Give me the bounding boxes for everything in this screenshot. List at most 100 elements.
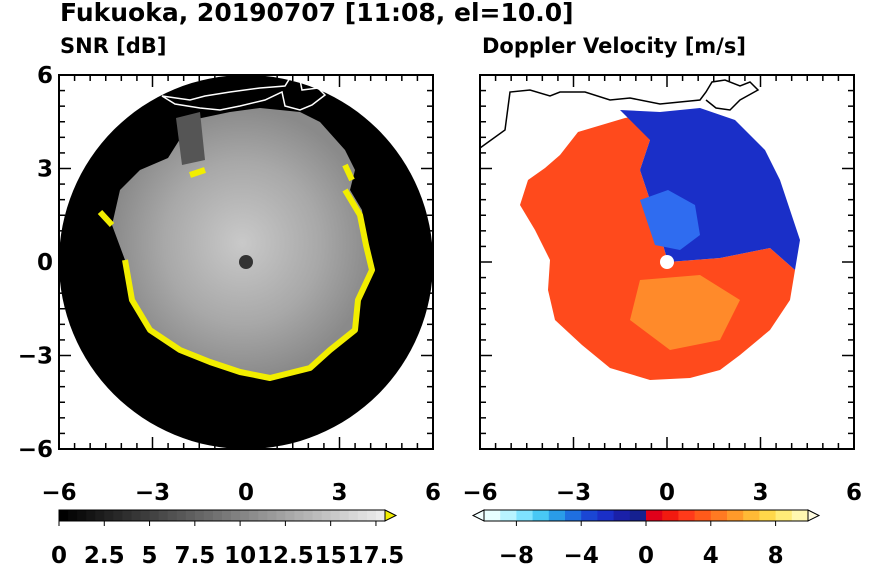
velocity-colorbar-bin (694, 510, 712, 521)
snr-x-tick-label: 6 (425, 480, 441, 506)
velocity-colorbar-bin (516, 510, 534, 521)
snr-colorbar-label: 17.5 (348, 543, 405, 569)
snr-dark-streak (176, 112, 205, 165)
snr-radar-site (239, 255, 253, 269)
velocity-x-tick-label: −6 (462, 480, 497, 506)
velocity-outbound-core (630, 275, 740, 350)
snr-colorbar-bin (312, 510, 323, 521)
snr-colorbar-label: 10 (224, 543, 256, 569)
snr-colorbar-bin (77, 510, 87, 521)
velocity-panel: −6 −3 0 3 6 (462, 74, 862, 506)
snr-colorbar-bin (176, 510, 187, 521)
snr-y-tick-label: −6 (18, 437, 53, 463)
velocity-colorbar-bin (500, 510, 517, 521)
velocity-panel-title: Doppler Velocity [m/s] (482, 34, 746, 58)
snr-y-tick-label: −3 (18, 344, 53, 370)
velocity-colorbar-bin (565, 510, 582, 521)
snr-x-tick-label: −6 (41, 480, 76, 506)
snr-echo-region (112, 108, 372, 378)
velocity-colorbar-bin (710, 510, 728, 521)
snr-colorbar-bin (231, 510, 241, 521)
snr-colorbar-bin (330, 510, 341, 521)
snr-colorbar-bin (131, 510, 141, 521)
velocity-colorbar-bin (548, 510, 566, 521)
snr-colorbar-bin (185, 510, 196, 521)
snr-colorbar: 0 2.5 5 7.5 10 12.5 15 17.5 (51, 509, 405, 569)
snr-colorbar-bin (285, 510, 295, 521)
velocity-inbound-core (640, 190, 700, 250)
snr-colorbar-bin (294, 510, 304, 521)
velocity-x-tick-label: 6 (846, 480, 862, 506)
snr-colorbar-bin (167, 510, 178, 521)
snr-colorbar-bin (321, 510, 332, 521)
snr-colorbar-bin (357, 510, 368, 521)
velocity-colorbar-extend-min (471, 509, 485, 522)
snr-high-edge (122, 188, 375, 381)
velocity-colorbar-bin (581, 510, 598, 521)
snr-colorbar-bin (339, 510, 350, 521)
velocity-x-tick-label: −3 (556, 480, 591, 506)
velocity-colorbar-bin (759, 510, 777, 521)
velocity-colorbar-label: 4 (703, 543, 719, 569)
velocity-colorbar-bin (532, 510, 550, 521)
snr-colorbar-label: 15 (315, 543, 347, 569)
velocity-colorbar-bin (727, 510, 744, 521)
velocity-colorbar-label: 0 (638, 543, 654, 569)
snr-colorbar-bin (158, 510, 169, 521)
snr-colorbar-bin (95, 510, 105, 521)
snr-colorbar-bin (267, 510, 277, 521)
velocity-coastline (479, 79, 760, 149)
snr-coastline (161, 77, 327, 111)
snr-x-tick-label: 0 (238, 480, 254, 506)
velocity-colorbar-bin (484, 510, 501, 521)
snr-panel-title: SNR [dB] (60, 34, 167, 58)
velocity-colorbar-extend-max (807, 509, 821, 522)
velocity-colorbar-bin (646, 510, 663, 521)
velocity-colorbar-bin (791, 510, 809, 521)
snr-colorbar-bin (222, 510, 232, 521)
snr-colorbar-bin (240, 510, 250, 521)
snr-colorbar-bin (348, 510, 359, 521)
snr-colorbar-label: 5 (142, 543, 158, 569)
snr-y-tick-label: 0 (37, 250, 53, 276)
snr-colorbar-bin (203, 510, 214, 521)
velocity-colorbar-bin (775, 510, 793, 521)
snr-colorbar-bin (303, 510, 314, 521)
snr-colorbar-bin (258, 510, 268, 521)
snr-panel: −6 −3 0 3 6 6 3 0 −3 −6 (18, 63, 441, 506)
snr-colorbar-label: 7.5 (174, 543, 215, 569)
velocity-colorbar-label: 8 (768, 543, 784, 569)
velocity-colorbar-bin (629, 510, 647, 521)
snr-y-tick-label: 6 (37, 63, 53, 89)
velocity-colorbar-bin (613, 510, 631, 521)
velocity-x-tick-label: 3 (752, 480, 768, 506)
velocity-x-tick-label: 0 (659, 480, 675, 506)
snr-colorbar-bin (86, 510, 96, 521)
snr-y-tick-label: 3 (37, 157, 53, 183)
snr-colorbar-bin (59, 510, 69, 521)
velocity-colorbar-bin (678, 510, 696, 521)
snr-colorbar-label: 12.5 (257, 543, 314, 569)
snr-colorbar-extend-arrow (384, 509, 398, 522)
velocity-colorbar-label: −8 (499, 543, 534, 569)
snr-colorbar-bin (104, 510, 114, 521)
velocity-colorbar-bin (743, 510, 760, 521)
snr-colorbar-label: 2.5 (84, 543, 125, 569)
snr-colorbar-label: 0 (51, 543, 67, 569)
snr-x-tick-label: −3 (135, 480, 170, 506)
snr-colorbar-bin (113, 510, 123, 521)
figure-title: Fukuoka, 20190707 [11:08, el=10.0] (60, 0, 574, 27)
snr-colorbar-bin (375, 510, 386, 521)
velocity-colorbar-label: −4 (564, 543, 599, 569)
snr-colorbar-bin (276, 510, 286, 521)
snr-colorbar-bin (249, 510, 259, 521)
snr-colorbar-bin (212, 510, 223, 521)
velocity-radar-site (660, 255, 674, 269)
snr-colorbar-bin (194, 510, 205, 521)
snr-x-tick-label: 3 (331, 480, 347, 506)
snr-colorbar-bin (366, 510, 377, 521)
snr-colorbar-bin (122, 510, 132, 521)
velocity-colorbar-bin (662, 510, 679, 521)
snr-colorbar-bin (149, 510, 160, 521)
